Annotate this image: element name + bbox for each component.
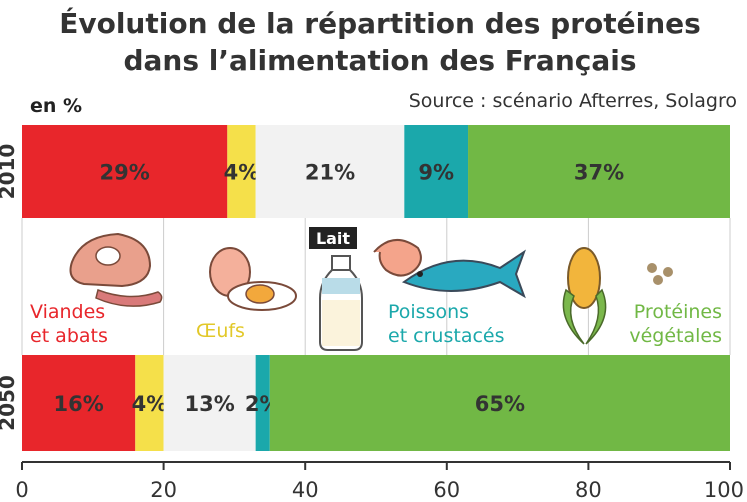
- data-label-2010-1: 4%: [224, 161, 260, 185]
- category-label-0-line-1: et abats: [30, 325, 108, 347]
- corn-icon: [562, 247, 673, 345]
- data-label-2010-2: 21%: [305, 161, 355, 185]
- data-label-2010-0: 29%: [100, 161, 150, 185]
- category-label-1-line-0: Œufs: [196, 320, 245, 342]
- meat-icon: [69, 232, 163, 307]
- egg-icon: [209, 247, 297, 311]
- data-label-2050-1: 4%: [132, 392, 168, 416]
- category-label-3-line-0: Poissons: [388, 301, 469, 323]
- chart-title-line-2: dans l’alimentation des Français: [123, 44, 636, 77]
- tick-label: 80: [575, 478, 602, 502]
- fish-and-shrimp-icon: [373, 239, 526, 299]
- year-labels: 2010 2050: [0, 144, 19, 431]
- category-label-0-line-0: Viandes: [30, 301, 105, 323]
- tick-label: 0: [15, 478, 28, 502]
- data-label-2050-0: 16%: [54, 392, 104, 416]
- tick-label: 60: [433, 478, 460, 502]
- tick-label: 40: [292, 478, 319, 502]
- milk-bottle-icon: Lait: [309, 227, 363, 351]
- milk-tag-label: Lait: [316, 229, 350, 248]
- bar-2010-segment-2: [255, 125, 405, 218]
- bar-segments: 29% 4% 21% 9% 37%16% 4% 13% 2% 65%: [22, 125, 730, 451]
- bar-2010-segment-0: [22, 125, 228, 218]
- bar-2050-segment-3: [255, 355, 270, 451]
- year-label-2010: 2010: [0, 144, 19, 200]
- tick-label: 20: [150, 478, 177, 502]
- data-label-2010-3: 9%: [418, 161, 454, 185]
- bar-2050-segment-1: [135, 355, 164, 451]
- bar-2050-segment-2: [163, 355, 256, 451]
- bar-2050-segment-0: [22, 355, 136, 451]
- category-label-4-line-0: Protéines: [634, 301, 722, 323]
- x-ticks: 0 20 40 60 80 100: [15, 462, 744, 502]
- year-label-2050: 2050: [0, 375, 19, 431]
- data-label-2010-4: 37%: [574, 161, 624, 185]
- source-note: Source : scénario Afterres, Solagro: [409, 90, 737, 112]
- chart-title-line-1: Évolution de la répartition des protéine…: [59, 6, 701, 40]
- category-label-3-line-1: et crustacés: [388, 325, 505, 347]
- bar-2010-segment-3: [404, 125, 469, 218]
- bar-2010-segment-4: [468, 125, 730, 218]
- unit-label: en %: [30, 95, 82, 117]
- tick-label: 100: [704, 478, 744, 502]
- bar-2050-segment-4: [269, 355, 730, 451]
- data-label-2050-4: 65%: [475, 392, 525, 416]
- data-label-2050-2: 13%: [184, 392, 234, 416]
- bar-2010-segment-1: [227, 125, 256, 218]
- category-label-4-line-1: végétales: [629, 325, 722, 347]
